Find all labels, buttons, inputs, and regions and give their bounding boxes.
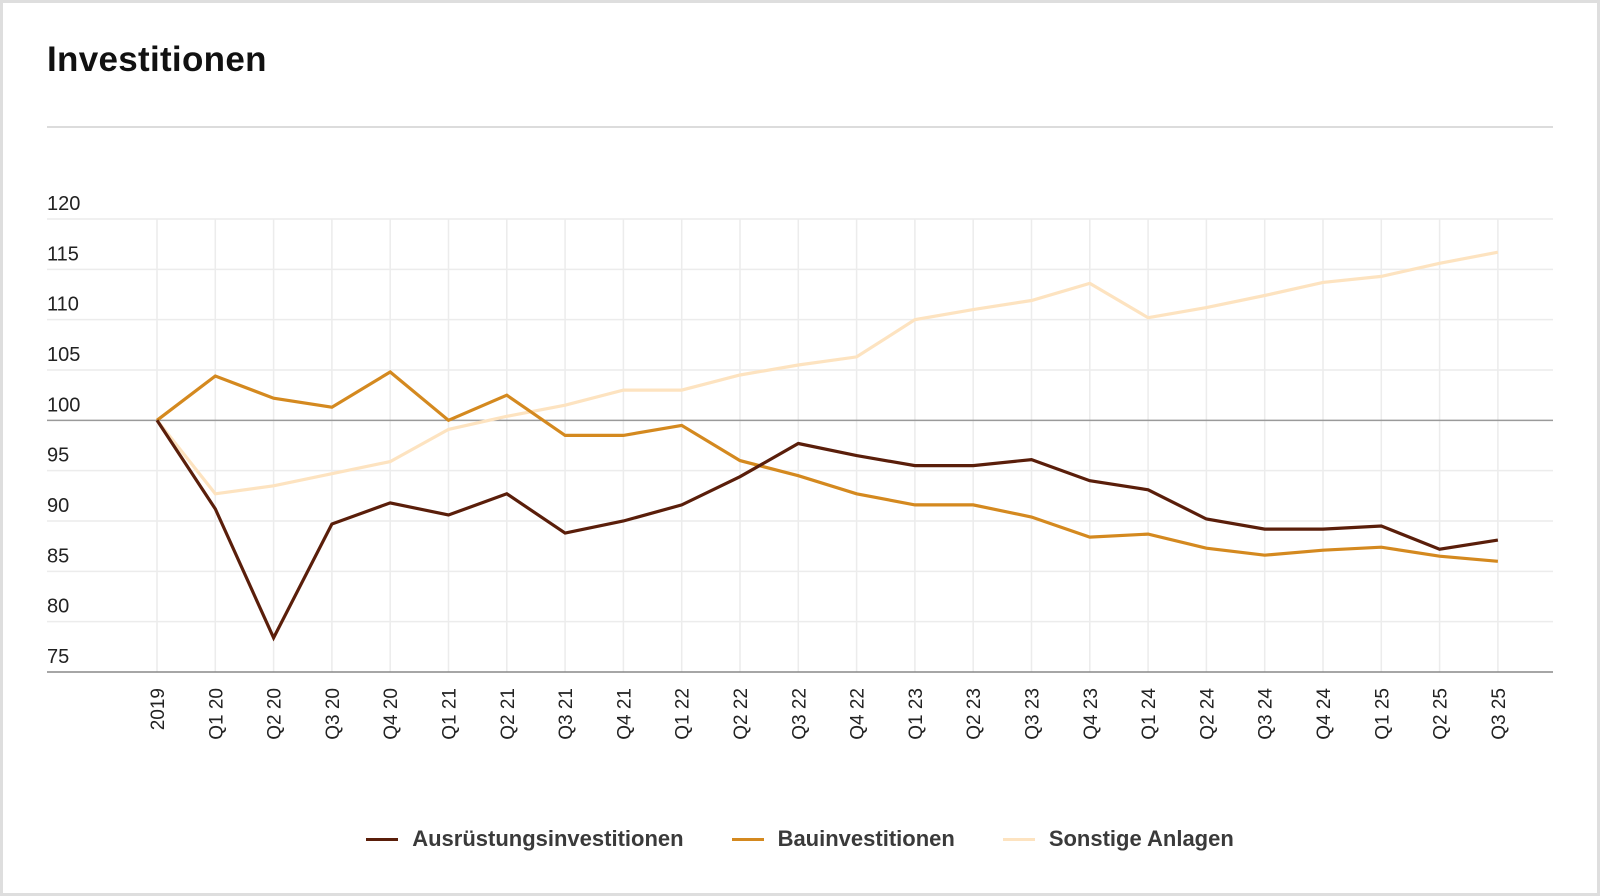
x-tick-label: 2019 <box>148 688 169 730</box>
x-tick-label: Q4 21 <box>614 688 635 740</box>
y-axis: 75 80 85 90 95 100 105 110 115 120 <box>47 193 80 668</box>
x-tick-label: Q3 23 <box>1023 688 1044 740</box>
y-tick-label: 120 <box>47 193 80 215</box>
x-tick-label: Q3 25 <box>1489 688 1510 740</box>
x-axis: 2019 Q1 20 Q2 20 Q3 20 Q4 20 Q1 21 Q2 21 Q3 21 Q… <box>47 671 1553 740</box>
series-line-1 <box>156 370 1499 563</box>
legend-swatch <box>366 837 399 841</box>
x-tick-label: Q1 21 <box>440 688 461 740</box>
y-tick-label: 110 <box>47 294 79 316</box>
y-tick-label: 75 <box>47 646 69 668</box>
chart-title: Investitionen <box>47 40 267 79</box>
x-tick-label: Q2 22 <box>731 688 752 740</box>
y-tick-label: 100 <box>47 394 80 416</box>
y-tick-label: 115 <box>47 243 79 265</box>
y-tick-label: 80 <box>47 596 69 618</box>
y-tick-label: 85 <box>47 545 69 567</box>
x-tick-label: Q4 20 <box>381 688 402 740</box>
x-tick-label: Q1 23 <box>906 688 927 740</box>
title-divider <box>47 126 1553 128</box>
series-line-2 <box>155 250 1499 496</box>
line-chart: 75 80 85 90 95 100 105 110 115 120 2019 Q1 20 Q2 20… <box>47 193 1553 740</box>
legend-item[interactable]: Ausrüstungsinvestitionen <box>366 826 684 852</box>
x-tick-label: Q2 24 <box>1197 688 1218 740</box>
legend-label: Sonstige Anlagen <box>1048 826 1234 851</box>
x-tick-label: Q1 24 <box>1139 688 1160 740</box>
grid <box>47 218 1553 672</box>
legend-swatch <box>1002 837 1035 841</box>
legend-swatch <box>731 837 764 841</box>
legend-item[interactable]: Sonstige Anlagen <box>1002 826 1234 852</box>
x-tick-label: Q2 21 <box>498 688 519 740</box>
x-tick-label: Q4 24 <box>1314 688 1335 740</box>
x-tick-label: Q2 23 <box>964 688 985 740</box>
legend-label: Bauinvestitionen <box>777 826 955 851</box>
x-tick-label: Q3 21 <box>556 688 577 740</box>
x-tick-label: Q3 20 <box>323 688 344 740</box>
x-tick-label: Q1 25 <box>1372 688 1393 740</box>
x-tick-label: Q1 20 <box>206 688 227 740</box>
series-line-0 <box>155 419 1499 642</box>
x-tick-label: Q3 24 <box>1256 688 1277 740</box>
legend-item[interactable]: Bauinvestitionen <box>731 826 955 852</box>
x-tick-label: Q4 23 <box>1081 688 1102 740</box>
x-tick-label: Q2 25 <box>1431 688 1452 740</box>
y-tick-label: 95 <box>47 445 69 467</box>
series <box>155 250 1499 642</box>
x-tick-label: Q1 22 <box>673 688 694 740</box>
y-tick-label: 105 <box>47 344 80 366</box>
x-tick-label: Q4 22 <box>848 688 869 740</box>
x-tick-label: Q3 22 <box>789 688 810 740</box>
x-tick-label: Q2 20 <box>265 688 286 740</box>
legend-label: Ausrüstungsinvestitionen <box>412 826 684 851</box>
y-tick-label: 90 <box>47 495 69 517</box>
legend: Ausrüstungsinvestitionen Bauinvestitionen… <box>0 822 1600 856</box>
